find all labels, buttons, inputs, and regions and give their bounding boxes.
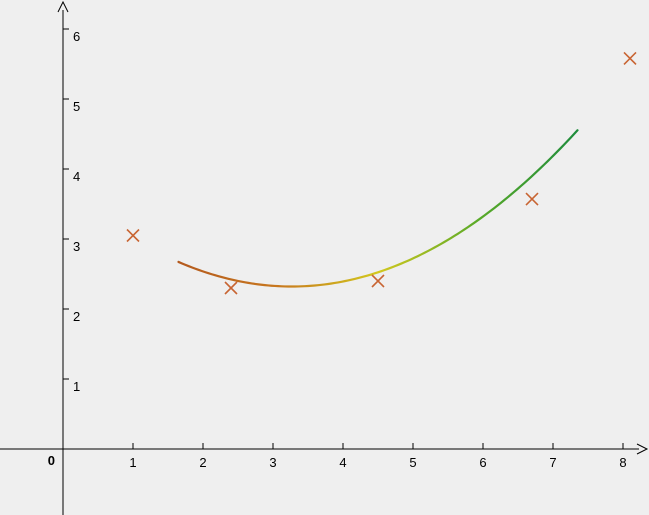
y-tick-label: 6 (73, 29, 80, 44)
x-tick-label: 8 (619, 455, 626, 470)
origin-label: 0 (48, 453, 55, 468)
x-tick-label: 2 (199, 455, 206, 470)
y-tick-label: 3 (73, 239, 80, 254)
y-tick-label: 2 (73, 309, 80, 324)
x-tick-label: 6 (479, 455, 486, 470)
chart-svg: 1 2 3 4 5 6 7 8 1 2 3 4 5 6 0 (0, 0, 649, 515)
x-tick-label: 7 (549, 455, 556, 470)
x-tick-label: 3 (269, 455, 276, 470)
y-tick-label: 1 (73, 379, 80, 394)
x-tick-label: 1 (129, 455, 136, 470)
chart-container: 1 2 3 4 5 6 7 8 1 2 3 4 5 6 0 (0, 0, 649, 515)
x-tick-label: 4 (339, 455, 346, 470)
y-tick-label: 5 (73, 99, 80, 114)
x-tick-label: 5 (409, 455, 416, 470)
plot-background (0, 0, 649, 515)
y-tick-label: 4 (73, 169, 80, 184)
